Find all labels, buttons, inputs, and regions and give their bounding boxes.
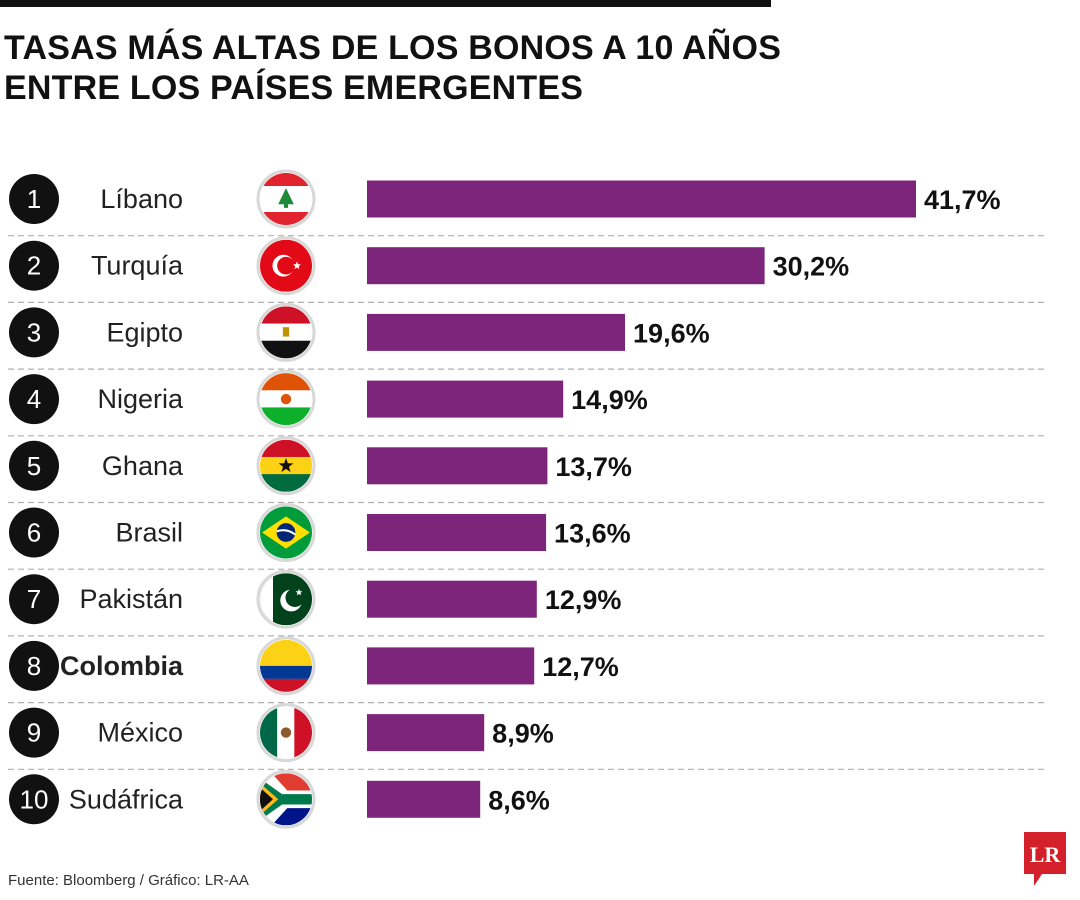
rank-label: 8 bbox=[27, 651, 41, 681]
country-label: Ghana bbox=[102, 451, 184, 481]
chart-row-colombia: 8 Colombia 12,7% bbox=[9, 636, 619, 696]
bar bbox=[367, 447, 548, 485]
country-label: Turquía bbox=[91, 251, 184, 281]
chart-row-mexico: 9 México 8,9% bbox=[9, 703, 554, 763]
country-label: Líbano bbox=[100, 184, 183, 214]
rank-circle bbox=[9, 774, 59, 825]
turkey-flag-icon bbox=[260, 239, 312, 292]
rank-label: 9 bbox=[27, 718, 41, 748]
chart-row-sudafrica: 10 Sudáfrica 8,6% bbox=[9, 769, 550, 829]
flag-ring bbox=[256, 636, 316, 696]
value-label: 14,9% bbox=[571, 385, 648, 415]
flag-ring bbox=[256, 703, 316, 763]
country-label: México bbox=[97, 718, 183, 748]
chart-row-nigeria: 4 Nigeria 14,9% bbox=[9, 369, 648, 429]
value-label: 8,6% bbox=[488, 785, 550, 815]
value-label: 13,6% bbox=[554, 519, 631, 549]
lebanon-flag-icon bbox=[260, 173, 312, 225]
flag-ring bbox=[256, 236, 316, 296]
chart-row-libano: 1 Líbano 41,7% bbox=[9, 169, 1001, 229]
source-note: Fuente: Bloomberg / Gráfico: LR-AA bbox=[8, 872, 249, 889]
rank-circle bbox=[9, 707, 59, 758]
lr-logo: LR bbox=[1024, 832, 1066, 886]
value-label: 8,9% bbox=[492, 719, 554, 749]
rank-circle bbox=[9, 374, 59, 425]
flag-ring bbox=[256, 769, 316, 829]
value-label: 12,7% bbox=[542, 652, 619, 682]
rank-circle bbox=[9, 440, 59, 491]
rank-label: 10 bbox=[20, 784, 49, 814]
country-label: Brasil bbox=[115, 518, 183, 548]
colombia-flag-icon bbox=[260, 639, 312, 692]
flag-ring bbox=[256, 436, 316, 496]
rank-circle bbox=[9, 174, 59, 224]
bar bbox=[367, 313, 625, 351]
south-africa-flag-icon bbox=[260, 773, 312, 826]
bar bbox=[367, 780, 481, 818]
ghana-flag-icon bbox=[260, 439, 312, 492]
rank-label: 2 bbox=[27, 251, 41, 281]
bar bbox=[367, 180, 916, 218]
chart-row-egipto: 3 Egipto 19,6% bbox=[9, 302, 710, 362]
mexico-flag-icon bbox=[260, 706, 312, 759]
country-label: Colombia bbox=[60, 651, 184, 681]
flag-ring bbox=[256, 302, 316, 362]
bar bbox=[367, 580, 537, 618]
brazil-flag-icon bbox=[260, 506, 312, 559]
rank-circle bbox=[9, 240, 59, 291]
rank-label: 7 bbox=[27, 584, 41, 614]
value-label: 12,9% bbox=[545, 585, 622, 615]
chart-title: TASAS MÁS ALTAS DE LOS BONOS A 10 AÑOS E… bbox=[4, 28, 781, 108]
flag-ring bbox=[256, 369, 316, 429]
country-label: Pakistán bbox=[79, 584, 183, 614]
value-label: 30,2% bbox=[773, 252, 850, 282]
value-label: 13,7% bbox=[555, 452, 632, 482]
title-line-2: ENTRE LOS PAÍSES EMERGENTES bbox=[4, 69, 584, 107]
rank-label: 6 bbox=[27, 518, 41, 548]
niger-flag-icon bbox=[260, 373, 312, 426]
country-label: Egipto bbox=[106, 317, 183, 347]
rank-circle bbox=[9, 507, 59, 558]
logo-text: LR bbox=[1030, 842, 1062, 867]
value-label: 41,7% bbox=[924, 185, 1001, 215]
chart-row-brasil: 6 Brasil 13,6% bbox=[9, 503, 631, 562]
bar bbox=[367, 714, 485, 752]
chart-row-turquia: 2 Turquía 30,2% bbox=[9, 236, 850, 296]
bar bbox=[367, 247, 765, 285]
country-label: Nigeria bbox=[97, 384, 184, 414]
egypt-flag-icon bbox=[260, 306, 312, 359]
bar bbox=[367, 380, 564, 418]
value-label: 19,6% bbox=[633, 318, 710, 348]
top-rule bbox=[0, 0, 771, 7]
rank-circle bbox=[9, 574, 59, 625]
rank-circle bbox=[9, 307, 59, 358]
logo-shape bbox=[1024, 832, 1066, 886]
title-line-1: TASAS MÁS ALTAS DE LOS BONOS A 10 AÑOS bbox=[4, 29, 782, 67]
bar bbox=[367, 647, 535, 685]
flag-ring bbox=[256, 569, 316, 629]
country-label: Sudáfrica bbox=[69, 784, 184, 814]
flag-ring bbox=[256, 169, 316, 229]
rank-label: 4 bbox=[27, 384, 41, 414]
chart-row-pakistan: 7 Pakistán 12,9% bbox=[9, 569, 622, 629]
bar bbox=[367, 514, 547, 551]
chart-row-ghana: 5 Ghana 13,7% bbox=[9, 436, 632, 496]
pakistan-flag-icon bbox=[260, 573, 312, 626]
bar-chart: 1 Líbano 41,7% 2 Turquía 30,2% 3 Egipto 19,6% 4 Ni… bbox=[8, 169, 1046, 829]
rank-circle bbox=[9, 640, 59, 691]
flag-ring bbox=[256, 503, 316, 562]
rank-label: 1 bbox=[27, 184, 41, 214]
rank-label: 3 bbox=[27, 317, 41, 347]
rank-label: 5 bbox=[27, 451, 41, 481]
